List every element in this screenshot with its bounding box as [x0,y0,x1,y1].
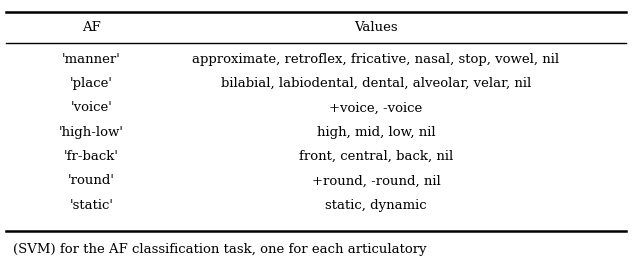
Text: front, central, back, nil: front, central, back, nil [299,150,453,163]
Text: 'high-low': 'high-low' [59,126,124,139]
Text: approximate, retroflex, fricative, nasal, stop, vowel, nil: approximate, retroflex, fricative, nasal… [193,53,559,66]
Text: 'static': 'static' [70,199,114,212]
Text: AF: AF [82,21,101,34]
Text: 'fr-back': 'fr-back' [64,150,119,163]
Text: high, mid, low, nil: high, mid, low, nil [317,126,435,139]
Text: Values: Values [354,21,398,34]
Text: (SVM) for the AF classification task, one for each articulatory: (SVM) for the AF classification task, on… [13,243,426,256]
Text: 'place': 'place' [70,77,113,90]
Text: +voice, -voice: +voice, -voice [329,101,423,115]
Text: +round, -round, nil: +round, -round, nil [312,174,441,187]
Text: 'round': 'round' [68,174,115,187]
Text: static, dynamic: static, dynamic [325,199,427,212]
Text: 'manner': 'manner' [62,53,121,66]
Text: bilabial, labiodental, dental, alveolar, velar, nil: bilabial, labiodental, dental, alveolar,… [221,77,531,90]
Text: 'voice': 'voice' [71,101,112,115]
